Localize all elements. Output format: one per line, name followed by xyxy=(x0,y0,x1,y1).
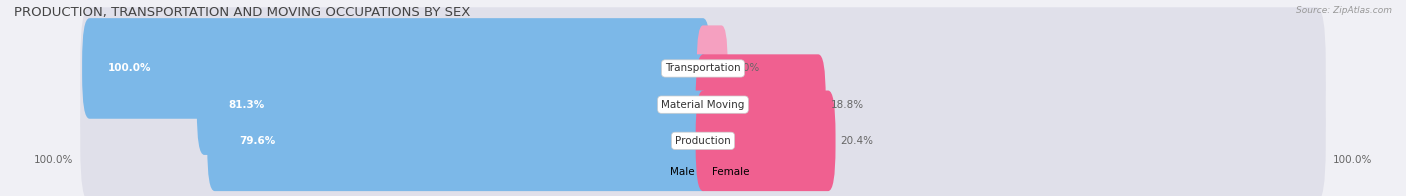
FancyBboxPatch shape xyxy=(696,91,835,191)
FancyBboxPatch shape xyxy=(207,91,710,191)
FancyBboxPatch shape xyxy=(696,54,825,155)
Text: Source: ZipAtlas.com: Source: ZipAtlas.com xyxy=(1296,6,1392,15)
FancyBboxPatch shape xyxy=(80,7,1326,130)
Text: 79.6%: 79.6% xyxy=(239,136,276,146)
Text: Transportation: Transportation xyxy=(665,64,741,74)
Text: 18.8%: 18.8% xyxy=(831,100,863,110)
Text: 100.0%: 100.0% xyxy=(34,155,73,165)
Text: 0.0%: 0.0% xyxy=(734,64,759,74)
FancyBboxPatch shape xyxy=(697,25,727,112)
Text: 20.4%: 20.4% xyxy=(841,136,873,146)
Text: 100.0%: 100.0% xyxy=(108,64,152,74)
Text: 100.0%: 100.0% xyxy=(1333,155,1372,165)
FancyBboxPatch shape xyxy=(80,80,1326,196)
Legend: Male, Female: Male, Female xyxy=(652,163,754,181)
FancyBboxPatch shape xyxy=(197,54,710,155)
FancyBboxPatch shape xyxy=(80,44,1326,166)
FancyBboxPatch shape xyxy=(82,18,710,119)
Text: 81.3%: 81.3% xyxy=(229,100,264,110)
Text: Production: Production xyxy=(675,136,731,146)
Text: Material Moving: Material Moving xyxy=(661,100,745,110)
Text: PRODUCTION, TRANSPORTATION AND MOVING OCCUPATIONS BY SEX: PRODUCTION, TRANSPORTATION AND MOVING OC… xyxy=(14,6,471,19)
